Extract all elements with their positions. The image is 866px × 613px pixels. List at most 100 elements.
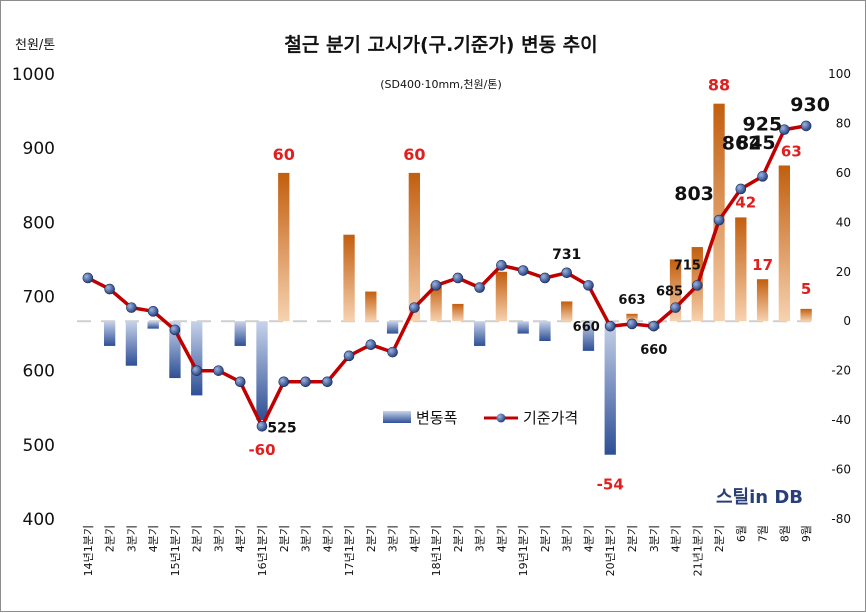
change-bar	[582, 321, 595, 351]
price-point	[82, 272, 94, 284]
x-tick-label: 2분기	[713, 525, 726, 552]
x-tick-label: 7월	[757, 525, 770, 542]
change-bars	[103, 103, 812, 455]
change-bar	[778, 165, 791, 322]
x-tick-label: 4분기	[408, 525, 421, 552]
y-right-tick: -60	[831, 463, 851, 477]
y-left-tick: 800	[23, 213, 55, 233]
y-left-tick: 600	[23, 362, 55, 382]
price-line-path	[87, 124, 807, 429]
price-point	[452, 272, 464, 284]
price-label: 845	[736, 132, 776, 154]
x-tick-label: 3분기	[212, 525, 225, 552]
change-bar	[756, 279, 769, 322]
change-label: 42	[735, 193, 756, 211]
change-bar	[365, 291, 377, 322]
x-tick-label: 3분기	[300, 525, 313, 552]
price-point	[300, 376, 311, 388]
change-bar	[103, 321, 116, 346]
price-point	[670, 302, 681, 313]
price-point	[430, 280, 442, 291]
x-tick-label: 4분기	[234, 525, 247, 552]
x-tick-label: 4분기	[670, 525, 683, 552]
y-left-tick: 500	[23, 436, 55, 456]
y-right-tick: 0	[843, 314, 851, 328]
x-tick-label: 15년1분기	[169, 525, 182, 576]
price-line	[82, 120, 812, 432]
y-left-tick: 900	[23, 139, 55, 159]
price-label: 660	[573, 320, 600, 335]
price-point	[126, 302, 137, 313]
x-tick-label: 3분기	[125, 525, 138, 552]
change-label: 60	[403, 145, 425, 164]
change-bar	[604, 321, 616, 455]
price-point	[496, 260, 507, 271]
x-tick-label: 4분기	[147, 525, 160, 552]
price-point	[104, 283, 115, 295]
logo: 스틸in DB	[716, 487, 803, 508]
x-tick-label: 2분기	[539, 525, 552, 552]
price-point	[343, 350, 355, 362]
x-tick-label: 6월	[735, 525, 748, 542]
change-bar	[800, 308, 812, 322]
x-tick-label: 4분기	[321, 525, 334, 552]
price-point	[474, 282, 485, 293]
x-tick-label: 2분기	[104, 525, 117, 552]
x-tick-label: 14년1분기	[82, 525, 95, 576]
y-left-unit: 천원/톤	[15, 38, 55, 53]
y-right-axis: 100 80 60 40 20 0 -20 -40 -60 -80	[828, 67, 851, 526]
x-tick-label: 2분기	[191, 525, 204, 552]
x-tick-label: 17년1분기	[343, 525, 356, 576]
price-label: 925	[743, 114, 783, 136]
legend-line-label: 기준가격	[523, 409, 578, 427]
change-bar	[473, 321, 486, 346]
change-bar	[626, 313, 638, 322]
price-point	[213, 365, 224, 376]
change-label: -54	[597, 476, 624, 494]
logo-text: 스틸in DB	[716, 487, 803, 508]
change-bar	[430, 284, 442, 322]
x-tick-label: 21년1분기	[691, 525, 704, 576]
price-point	[234, 376, 246, 388]
change-label: 5	[801, 280, 811, 298]
x-tick-label: 3분기	[648, 525, 661, 552]
price-point	[713, 214, 725, 226]
x-tick-label: 16년1분기	[256, 525, 269, 576]
change-bar	[386, 321, 399, 334]
price-point	[387, 346, 398, 358]
y-right-tick: 100	[828, 67, 851, 81]
y-left-tick: 400	[23, 510, 55, 530]
price-point	[365, 339, 377, 351]
change-label: 63	[781, 142, 802, 160]
price-point	[626, 318, 638, 330]
change-bar	[495, 271, 508, 322]
price-point	[583, 280, 594, 291]
x-axis-labels: 14년1분기 2분기 3분기 4분기 15년1분기 2분기 3분기 4분기 16년1분기 2분기 3…	[82, 525, 813, 576]
change-label: 88	[708, 76, 730, 95]
change-bar	[234, 321, 246, 346]
y-left-tick: 700	[23, 288, 55, 308]
x-tick-label: 8월	[778, 525, 791, 542]
x-tick-label: 2분기	[452, 525, 465, 552]
chart-title: 철근 분기 고시가(구.기준가) 변동 추이	[284, 34, 597, 56]
change-bar	[517, 321, 529, 334]
price-label: 663	[618, 293, 645, 308]
price-point	[691, 280, 703, 291]
y-right-tick: -20	[831, 364, 851, 378]
price-point	[604, 320, 616, 332]
change-bar	[735, 217, 747, 322]
price-point	[169, 324, 181, 336]
price-point	[539, 272, 551, 284]
change-bar	[169, 321, 181, 379]
change-bar	[669, 259, 682, 322]
price-label: 660	[640, 343, 667, 358]
price-point	[409, 302, 420, 313]
change-bar	[278, 172, 290, 322]
change-label: 60	[273, 145, 295, 164]
change-label: 17	[752, 256, 773, 274]
change-bar	[452, 303, 464, 322]
x-tick-label: 19년1분기	[517, 525, 530, 576]
